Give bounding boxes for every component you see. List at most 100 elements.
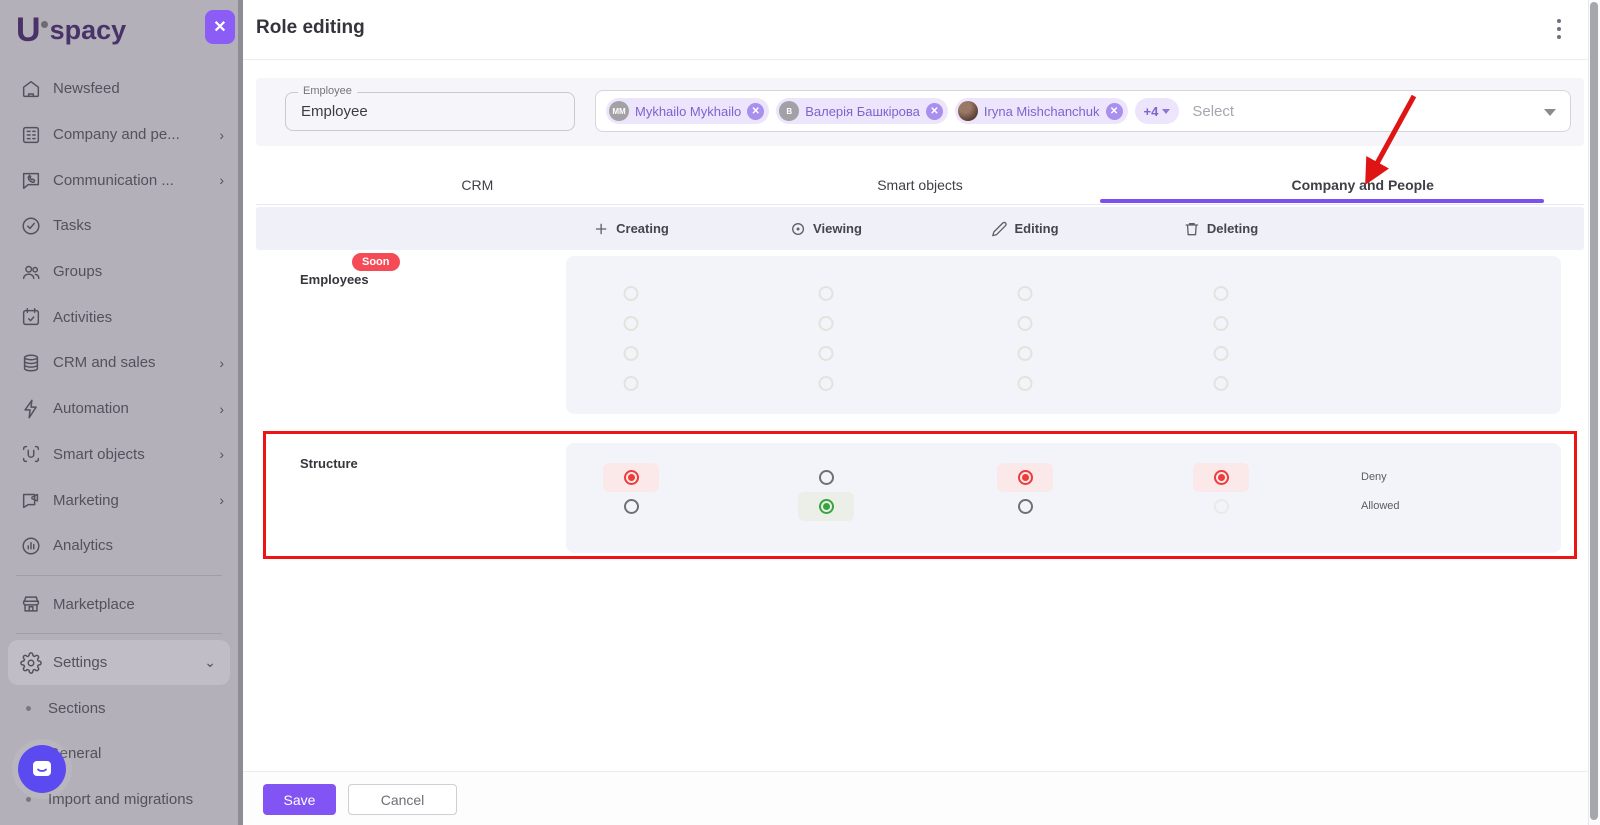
dropdown-caret-icon[interactable] — [1544, 109, 1556, 116]
sidebar-item-label: Smart objects — [53, 445, 145, 463]
sidebar-item-label: Marketing — [53, 491, 119, 509]
sidebar-nav: Newsfeed Company and pe... › Communicati… — [0, 66, 238, 822]
eye-icon — [792, 222, 805, 235]
chevron-right-icon: › — [219, 446, 224, 463]
member-name: Валерія Башкірова — [805, 103, 920, 119]
sidebar-item-communication[interactable]: Communication ... › — [0, 157, 238, 203]
sidebar: U spacy ✕ Newsfeed Company and pe... › C… — [0, 0, 238, 825]
employee-assignment-panel: Employee Employee MM Mykhailo Mykhailo ✕… — [256, 78, 1584, 146]
sidebar-item-settings[interactable]: Settings ⌄ — [8, 640, 230, 686]
sidebar-item-crm-and-sales[interactable]: CRM and sales › — [0, 340, 238, 386]
radio-disabled[interactable] — [1017, 316, 1033, 331]
remove-chip-icon[interactable]: ✕ — [747, 102, 765, 120]
column-header-label: Editing — [1014, 221, 1059, 236]
sidebar-item-marketing[interactable]: Marketing › — [0, 477, 238, 523]
radio-disabled[interactable] — [623, 346, 639, 361]
trash-icon — [1185, 222, 1199, 235]
sidebar-item-analytics[interactable]: Analytics — [0, 523, 238, 569]
sidebar-close-button[interactable]: ✕ — [205, 10, 235, 44]
sidebar-item-label: Tasks — [53, 217, 92, 235]
sidebar-item-automation[interactable]: Automation › — [0, 386, 238, 432]
radio-deny-selected[interactable] — [1213, 470, 1229, 485]
remove-chip-icon[interactable]: ✕ — [1105, 102, 1123, 120]
company-icon — [22, 126, 40, 143]
panel-header: Role editing — [243, 0, 1600, 60]
kebab-menu-icon[interactable] — [1550, 19, 1568, 39]
permission-section-employees: Soon Employees — [256, 252, 1584, 416]
radio-column-deleting — [1193, 463, 1249, 521]
sidebar-item-company-and-people[interactable]: Company and pe... › — [0, 112, 238, 158]
sidebar-item-tasks[interactable]: Tasks — [0, 203, 238, 249]
employee-field-value: Employee — [301, 103, 368, 120]
permission-tabs: CRM Smart objects Company and People — [256, 166, 1584, 205]
radio-disabled[interactable] — [1213, 316, 1229, 331]
sidebar-item-newsfeed[interactable]: Newsfeed — [0, 66, 238, 112]
sidebar-subitem-import-and-migrations[interactable]: Import and migrations — [0, 776, 238, 822]
radio-allowed-selected[interactable] — [818, 499, 834, 514]
radio-disabled[interactable] — [623, 316, 639, 331]
sidebar-divider — [16, 633, 222, 635]
section-label: Structure — [300, 456, 358, 471]
sidebar-item-label: Activities — [53, 308, 113, 326]
member-chip[interactable]: Iryna Mishchanchuk ✕ — [954, 98, 1128, 124]
sidebar-item-groups[interactable]: Groups — [0, 249, 238, 295]
radio-disabled[interactable] — [1213, 286, 1229, 301]
member-chip[interactable]: B Валерія Башкірова ✕ — [776, 98, 948, 124]
radio-disabled[interactable] — [623, 376, 639, 391]
scrollbar-thumb[interactable] — [1590, 2, 1598, 820]
calendar-check-icon — [22, 308, 40, 326]
logo-text: spacy — [49, 14, 127, 45]
radio-disabled[interactable] — [623, 286, 639, 301]
chat-bubble-icon — [33, 761, 51, 776]
radio-disabled[interactable] — [1017, 286, 1033, 301]
radio-disabled[interactable] — [1213, 346, 1229, 361]
radio-disabled[interactable] — [818, 346, 834, 361]
pencil-icon — [992, 221, 1007, 236]
plus-icon — [595, 223, 607, 234]
radio-disabled[interactable] — [1017, 376, 1033, 391]
radio-disabled[interactable] — [1017, 346, 1033, 361]
soon-badge: Soon — [352, 253, 400, 271]
avatar-photo — [957, 101, 978, 121]
member-chip[interactable]: MM Mykhailo Mykhailo ✕ — [606, 98, 770, 124]
sidebar-item-smart-objects[interactable]: Smart objects › — [0, 432, 238, 478]
radio-allowed[interactable] — [1017, 499, 1033, 514]
radio-disabled[interactable] — [1213, 376, 1229, 391]
smart-objects-icon — [22, 446, 40, 463]
select-placeholder: Select — [1192, 102, 1235, 120]
radio-disabled[interactable] — [818, 316, 834, 331]
more-count: +4 — [1143, 103, 1159, 119]
bullet-icon — [26, 796, 31, 802]
radio-allowed-disabled[interactable] — [1213, 499, 1229, 514]
sidebar-subitem-sections[interactable]: Sections — [0, 685, 238, 731]
radio-column-editing — [1017, 286, 1033, 391]
column-header-label: Creating — [616, 221, 669, 236]
tab-crm[interactable]: CRM — [461, 177, 494, 193]
sidebar-item-label: Newsfeed — [53, 80, 120, 98]
radio-disabled[interactable] — [818, 286, 834, 301]
radio-disabled[interactable] — [818, 376, 834, 391]
lightning-icon — [24, 399, 37, 419]
tab-smart-objects[interactable]: Smart objects — [877, 177, 963, 193]
radio-column-deleting — [1213, 286, 1229, 391]
radio-deny-selected[interactable] — [1017, 470, 1033, 485]
employee-field[interactable]: Employee Employee — [285, 85, 575, 131]
scrollbar-track[interactable] — [1588, 0, 1600, 825]
remove-chip-icon[interactable]: ✕ — [925, 102, 943, 120]
cancel-button[interactable]: Cancel — [348, 784, 457, 815]
column-header-label: Viewing — [813, 221, 862, 236]
more-members-chip[interactable]: +4 — [1134, 98, 1180, 124]
tab-company-and-people[interactable]: Company and People — [1291, 177, 1434, 193]
chevron-down-icon — [1162, 108, 1171, 114]
chat-launcher-button[interactable] — [18, 745, 66, 793]
radio-deny-selected[interactable] — [623, 470, 639, 485]
radio-allowed[interactable] — [623, 499, 639, 514]
chevron-down-icon: ⌄ — [204, 654, 216, 671]
radio-deny[interactable] — [818, 470, 834, 485]
save-button[interactable]: Save — [263, 784, 336, 815]
analytics-icon — [22, 537, 40, 555]
sidebar-item-activities[interactable]: Activities — [0, 294, 238, 340]
members-multiselect[interactable]: MM Mykhailo Mykhailo ✕ B Валерія Башкіро… — [595, 90, 1571, 132]
column-header-viewing: Viewing — [790, 207, 862, 250]
sidebar-item-marketplace[interactable]: Marketplace — [0, 582, 238, 628]
